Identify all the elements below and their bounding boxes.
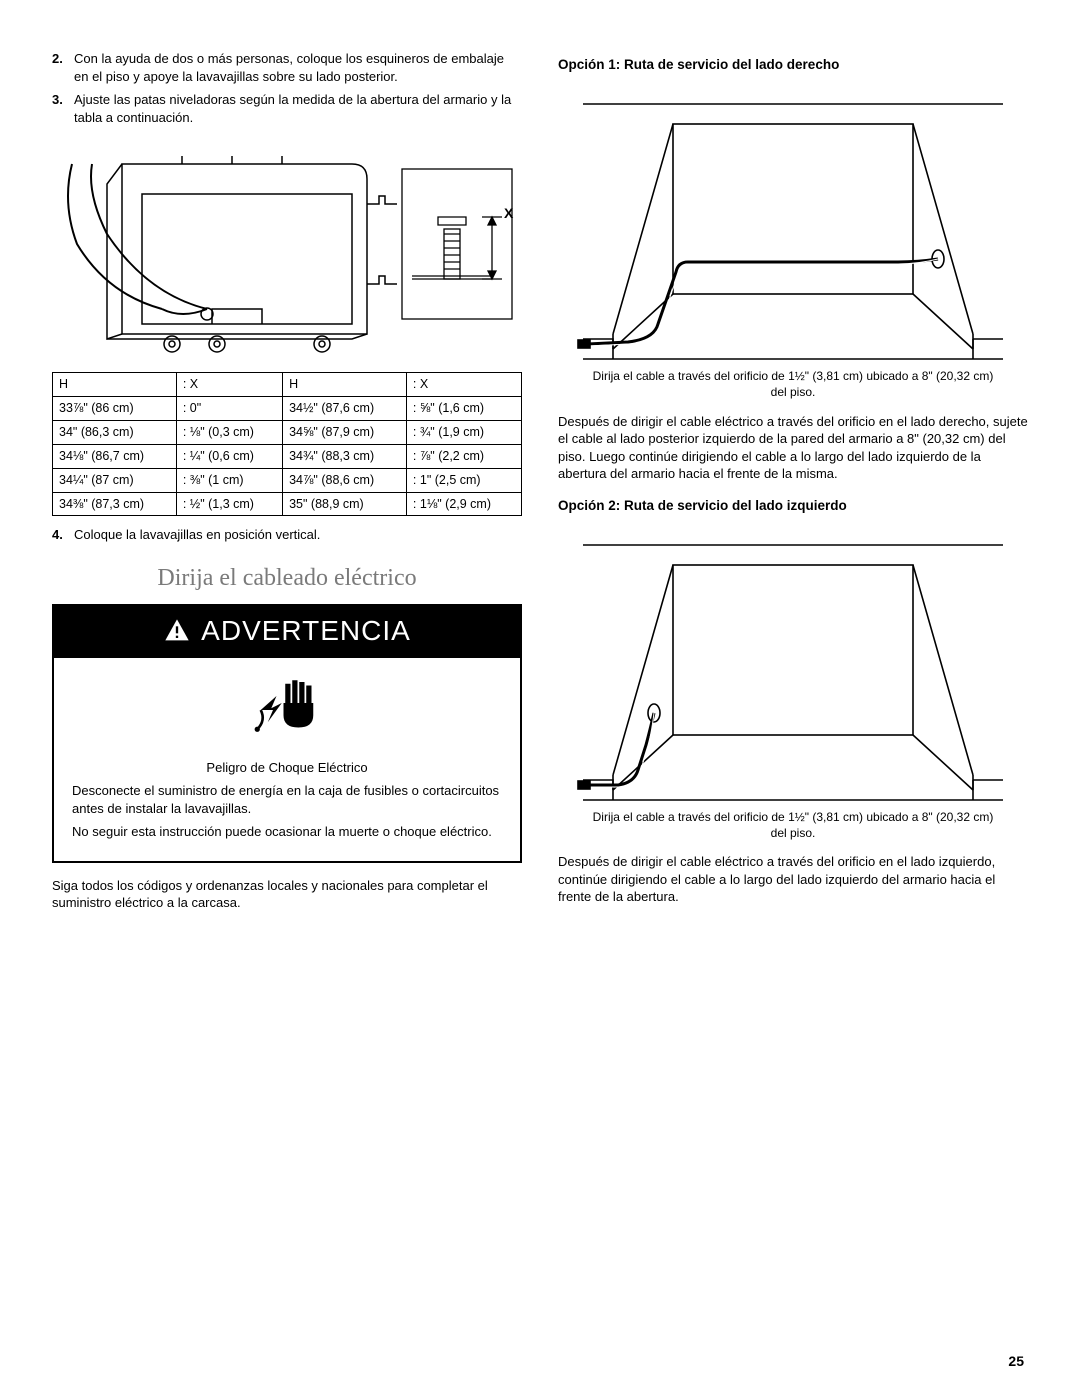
option-2-para: Después de dirigir el cable eléctrico a … bbox=[558, 853, 1028, 906]
table-cell: 34⅝" (87,9 cm) bbox=[283, 420, 407, 444]
electric-shock-icon bbox=[252, 668, 322, 738]
left-column: 2. Con la ayuda de dos o más personas, c… bbox=[52, 50, 522, 926]
figure-option-2 bbox=[558, 525, 1028, 805]
warning-header: ADVERTENCIA bbox=[54, 606, 520, 658]
table-cell: : 1" (2,5 cm) bbox=[406, 468, 521, 492]
section-title: Dirija el cableado eléctrico bbox=[52, 562, 522, 594]
table-cell: : 1⅛" (2,9 cm) bbox=[406, 492, 521, 516]
warning-line-1: Desconecte el suministro de energía en l… bbox=[72, 782, 502, 817]
option-1-para: Después de dirigir el cable eléctrico a … bbox=[558, 413, 1028, 483]
table-cell: 34⅛" (86,7 cm) bbox=[53, 444, 177, 468]
table-cell: : ⅜" (1 cm) bbox=[176, 468, 282, 492]
warning-subtitle: Peligro de Choque Eléctrico bbox=[72, 759, 502, 777]
warning-triangle-icon bbox=[163, 617, 191, 645]
table-cell: : ½" (1,3 cm) bbox=[176, 492, 282, 516]
figure-option-1 bbox=[558, 84, 1028, 364]
step-3-num: 3. bbox=[52, 91, 74, 126]
th-h2: H bbox=[283, 373, 407, 397]
table-cell: 33⅞" (86 cm) bbox=[53, 397, 177, 421]
option-2-caption: Dirija el cable a través del orificio de… bbox=[588, 809, 998, 841]
step-2-text: Con la ayuda de dos o más personas, colo… bbox=[74, 50, 522, 85]
table-cell: : ¼" (0,6 cm) bbox=[176, 444, 282, 468]
table-cell: 34" (86,3 cm) bbox=[53, 420, 177, 444]
th-x2: : X bbox=[406, 373, 521, 397]
right-column: Opción 1: Ruta de servicio del lado dere… bbox=[558, 50, 1028, 926]
page-number: 25 bbox=[1008, 1352, 1024, 1371]
warning-line-2: No seguir esta instrucción puede ocasion… bbox=[72, 823, 502, 841]
option-1-caption: Dirija el cable a través del orificio de… bbox=[588, 368, 998, 400]
warning-header-text: ADVERTENCIA bbox=[201, 612, 411, 650]
figure-x-label: X bbox=[504, 205, 514, 221]
shock-icon-row bbox=[54, 658, 520, 747]
step-3-text: Ajuste las patas niveladoras según la me… bbox=[74, 91, 522, 126]
table-cell: : ¾" (1,9 cm) bbox=[406, 420, 521, 444]
step-4: 4. Coloque la lavavajillas en posición v… bbox=[52, 526, 522, 544]
follow-codes-para: Siga todos los códigos y ordenanzas loca… bbox=[52, 877, 522, 912]
step-4-num: 4. bbox=[52, 526, 74, 544]
table-cell: 34½" (87,6 cm) bbox=[283, 397, 407, 421]
table-cell: : ⅞" (2,2 cm) bbox=[406, 444, 521, 468]
table-cell: 34¼" (87 cm) bbox=[53, 468, 177, 492]
table-cell: 34⅜" (87,3 cm) bbox=[53, 492, 177, 516]
step-2: 2. Con la ayuda de dos o más personas, c… bbox=[52, 50, 522, 85]
th-x1: : X bbox=[176, 373, 282, 397]
height-table: H : X H : X 33⅞" (86 cm): 0"34½" (87,6 c… bbox=[52, 372, 522, 516]
table-cell: 34⅞" (88,6 cm) bbox=[283, 468, 407, 492]
table-cell: 34¾" (88,3 cm) bbox=[283, 444, 407, 468]
option-1-title: Opción 1: Ruta de servicio del lado dere… bbox=[558, 56, 1028, 74]
step-3: 3. Ajuste las patas niveladoras según la… bbox=[52, 91, 522, 126]
table-cell: : ⅝" (1,6 cm) bbox=[406, 397, 521, 421]
table-cell: : ⅛" (0,3 cm) bbox=[176, 420, 282, 444]
step-2-num: 2. bbox=[52, 50, 74, 85]
step-4-text: Coloque la lavavajillas en posición vert… bbox=[74, 526, 320, 544]
th-h1: H bbox=[53, 373, 177, 397]
warning-box: ADVERTENCIA Peligro bbox=[52, 604, 522, 863]
table-cell: : 0" bbox=[176, 397, 282, 421]
table-cell: 35" (88,9 cm) bbox=[283, 492, 407, 516]
option-2-title: Opción 2: Ruta de servicio del lado izqu… bbox=[558, 497, 1028, 515]
figure-dishwasher-leveling: X bbox=[52, 134, 522, 364]
